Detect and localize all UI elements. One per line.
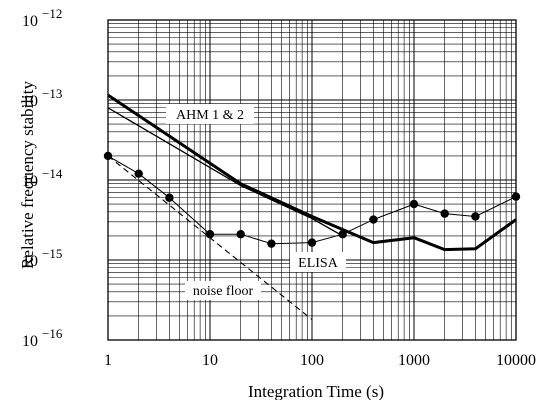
data-point <box>409 199 419 209</box>
x-tick-label: 1 <box>104 352 112 369</box>
data-point <box>236 230 245 239</box>
elisa-label: ELISA <box>298 256 339 271</box>
data-point <box>440 209 449 218</box>
series-thin-line <box>107 107 344 237</box>
elisa-label-bg <box>290 252 346 272</box>
ahm-label-bg <box>166 104 254 124</box>
data-point <box>205 230 215 239</box>
x-tick-label: 1000 <box>398 352 430 369</box>
x-tick-labels: 1 10 100 1000 10000 <box>104 352 536 369</box>
data-point <box>338 230 347 239</box>
ahm-label: AHM 1 & 2 <box>176 108 244 123</box>
y-tick-label: 10 −14 <box>22 166 63 190</box>
noise-floor-label-bg <box>185 281 261 300</box>
data-point <box>267 239 276 248</box>
y-tick-label: 10 −13 <box>22 86 62 110</box>
plot-frame <box>107 19 517 341</box>
data-point <box>134 169 143 178</box>
y-tick-label: 10 −12 <box>22 6 62 30</box>
noise-floor-label: noise floor <box>193 284 254 299</box>
data-point <box>471 212 480 221</box>
annotations: AHM 1 & 2 ELISA noise floor <box>166 104 346 300</box>
grid <box>107 19 517 341</box>
y-tick-labels: 10−16 10−15 10−14 10−13 10−12 <box>22 6 63 350</box>
x-tick-label: 10 <box>202 352 218 369</box>
data-point <box>307 238 317 247</box>
x-axis-label: Integration Time (s) <box>248 382 384 400</box>
x-tick-label: 10000 <box>496 352 536 369</box>
y-axis-label: Relative frequency stability <box>18 81 37 269</box>
data-point <box>369 215 378 224</box>
data-point <box>165 193 174 202</box>
series-dashed-line <box>107 155 313 321</box>
series-thick-line <box>107 93 517 252</box>
y-tick-label: 10 −15 <box>22 246 62 270</box>
y-tick-label: 10 −16 <box>22 326 63 350</box>
x-tick-label: 100 <box>300 352 324 369</box>
